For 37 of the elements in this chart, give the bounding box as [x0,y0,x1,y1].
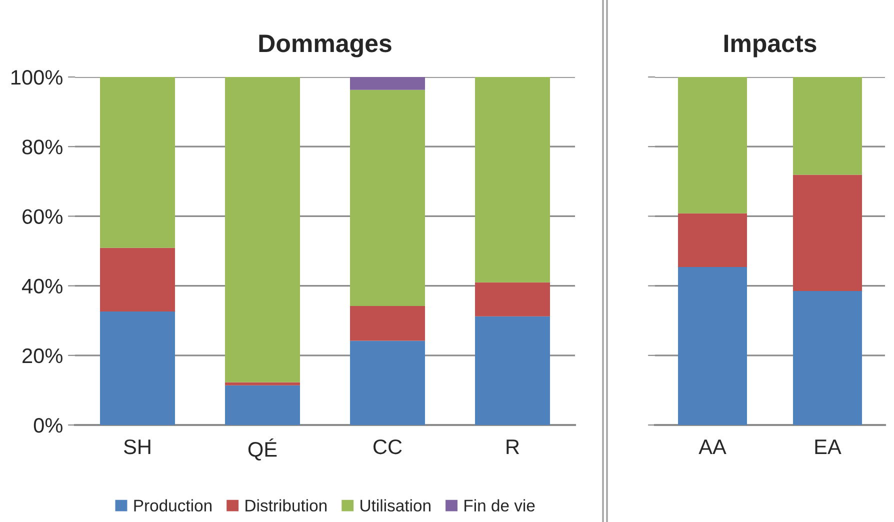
y-tick-label: 20% [22,348,62,364]
bar [350,340,425,425]
y-tick-label: 100% [12,70,62,85]
y-tick-label: 60% [22,209,62,224]
x-tick-label: SH [124,439,150,454]
x-tick-label: R [506,440,520,454]
x-tick-label: CC [374,439,402,454]
legend-label: Fin de vie [464,499,535,512]
bar [678,213,747,268]
bar [475,77,550,282]
y-tick-label: 0% [34,418,62,433]
y-tick-label: 80% [22,140,62,154]
bar [793,174,862,292]
bar [678,267,747,425]
legend-label: Utilisation [360,499,430,512]
x-tick-label: AA [698,440,726,454]
bar [225,385,300,425]
bar [350,306,425,341]
bar [350,90,425,306]
legend-label: Distribution [246,499,327,512]
x-tick-label: EA [815,440,842,454]
bar [475,316,550,425]
bar [793,77,862,175]
bar [678,77,747,214]
legend-label: Production [134,499,212,512]
bar [225,382,300,386]
bar [225,77,300,382]
bar [475,282,550,316]
bar [100,312,175,425]
bar [100,248,175,312]
bar [100,77,175,248]
chart-title: Dommages [259,34,392,58]
chart-title: Impacts [724,34,816,58]
bar [350,77,425,90]
y-tick-label: 40% [22,278,62,294]
x-tick-label: QÉ [248,438,277,461]
bar [793,291,862,425]
